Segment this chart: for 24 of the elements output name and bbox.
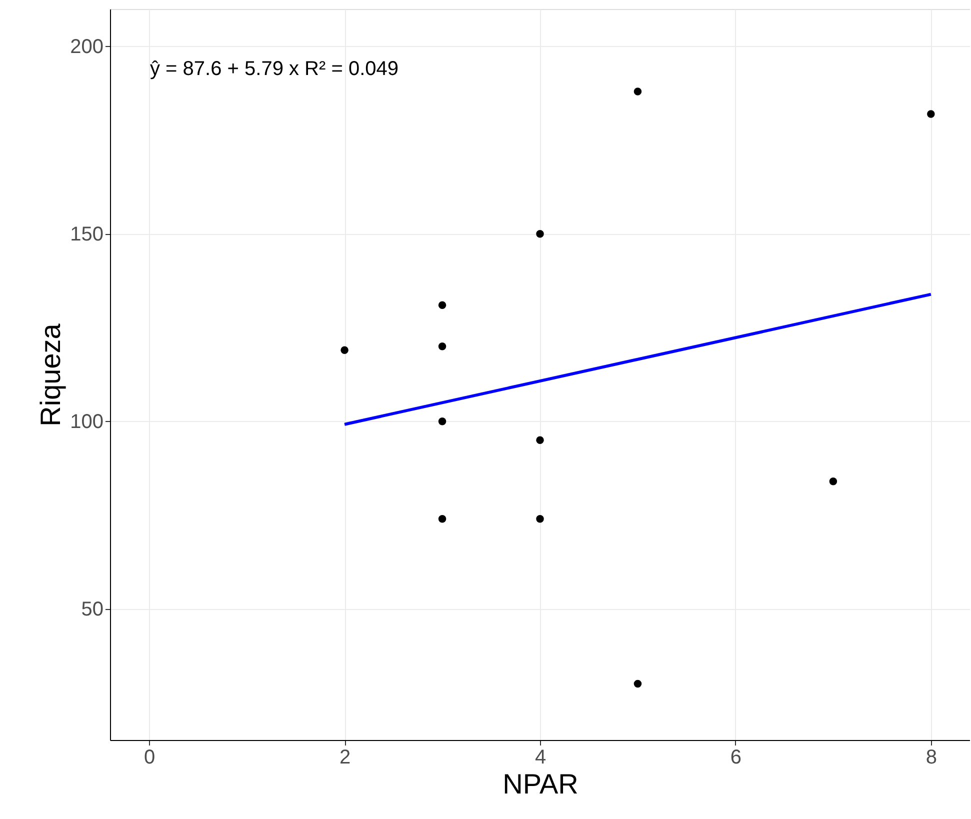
point xyxy=(340,346,348,354)
point xyxy=(438,301,446,310)
point xyxy=(438,342,446,350)
point xyxy=(438,514,446,523)
y-tick-label: 100 xyxy=(70,410,104,433)
annotation: ŷ = 87.6 + 5.79 x R² = 0.049 xyxy=(150,58,398,80)
y-axis-title: Riqueza xyxy=(35,323,66,426)
point xyxy=(536,514,544,523)
point xyxy=(927,110,935,118)
point xyxy=(536,436,544,444)
x-tick-label: 4 xyxy=(534,746,546,768)
point xyxy=(438,417,446,426)
x-tick-label: 2 xyxy=(339,746,351,768)
y-tick-label: 50 xyxy=(81,598,104,620)
y-tick-label: 200 xyxy=(70,36,104,58)
point xyxy=(829,477,838,486)
x-tick-label: 8 xyxy=(926,746,937,768)
point xyxy=(634,88,642,96)
point xyxy=(536,230,544,238)
x-tick-label: 6 xyxy=(730,746,742,768)
x-axis-title: NPAR xyxy=(502,768,578,800)
x-tick-label: 0 xyxy=(144,746,156,768)
y-tick-label: 150 xyxy=(70,223,104,246)
point xyxy=(634,680,642,688)
